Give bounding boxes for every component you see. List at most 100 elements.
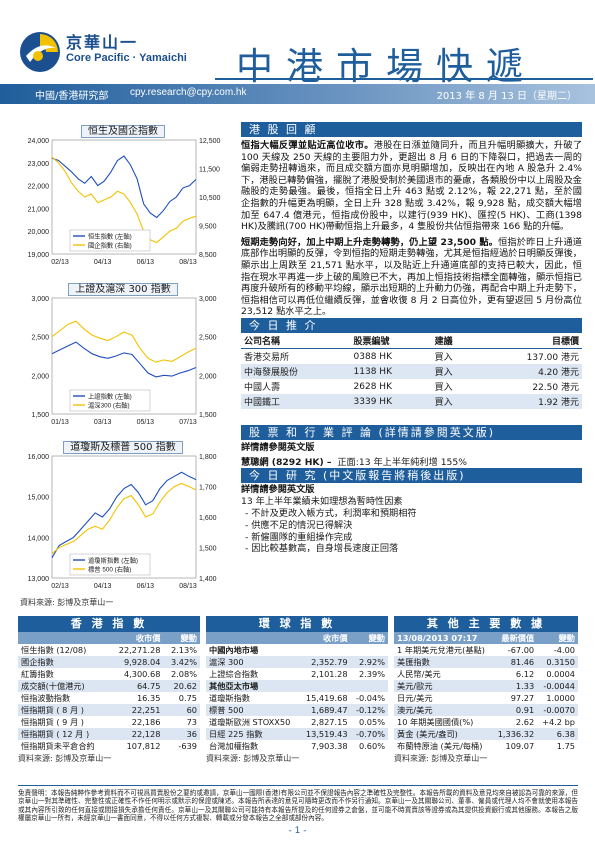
row-label: 道瓊斯指數 [209,693,250,703]
value-cell: 4,300.68 [123,669,161,679]
row-label: 1 年期美元兌港元(基點) [397,645,485,655]
y-tick-label-right: 1,800 [199,454,217,461]
change-cell: 2.13% [170,645,197,655]
change-cell [351,644,388,656]
hk-indices-table: 收市價 變動 恒生指數 (12/08) 22,271.28 2.13% 國企指數 9,9… [18,632,200,752]
x-tick-label: 06/13 [137,583,155,590]
rating: 買入 [434,383,453,393]
comments-section: 股 票 和 行 業 評 論 (詳情請參閱英文版) 詳情請參閱英文版 慧聰網 (8… [241,425,582,469]
y-tick-label-right: 1,400 [199,576,217,583]
change-cell: -4.00 [553,645,575,655]
table-row: 中國內地市場 [206,644,388,656]
series-line [51,482,197,555]
review-para2-headline: 短期走勢向好，加上中期上升走勢轉勢，仍上望 23,500 點。 [241,236,499,248]
row-label: 道瓊斯歐洲 STOXX50 [209,717,291,727]
row-label: 美元/歐元 [394,680,493,692]
table-row: 恒指波動指數 16.35 0.75 [18,692,200,704]
y-tick-label-right: 1,700 [199,485,217,492]
table-row: 上證綜合指數 2,101.28 2.39% [206,668,388,680]
change-cell: 0.3150 [537,656,578,668]
row-label: 黃金 (美元/盎司) [394,728,493,740]
table-row: 日元/美元 97.27 1.0000 [394,692,578,704]
research-bullet: - 不計及更改入帳方式，利潤率和預期相符 [245,508,417,519]
table-row: 道瓊斯指數 15,419.68 -0.04% [206,692,388,704]
chart-svg: 16,000 15,000 14,000 13,000 1,800 1,700 1,600 1… [28,454,217,590]
value-cell: 81.46 [492,656,538,668]
value-cell: 1,336.32 [492,728,538,740]
value-cell: 2,827.15 [311,717,348,727]
row-label: 標普 500 [206,704,300,716]
change-cell: 2.39% [358,669,385,679]
x-tick-label: 03/13 [94,419,112,426]
y-tick-label-left: 21,000 [28,206,50,213]
row-label: 人民幣/美元 [397,669,441,679]
value-cell: 2,352.79 [299,656,351,668]
value-cell: 97.27 [510,693,535,703]
y-tick-label-right: 2,500 [199,335,217,342]
y-tick-label-left: 14,000 [28,535,50,542]
legend-label: 滬深300 (右軸) [88,401,130,410]
y-tick-label-left: 15,000 [28,495,50,502]
comment-text: 正面:13 年上半年純利增 155% [337,457,467,468]
row-label: 美匯指數 [394,656,493,668]
comment-item: 慧聰網 (8292 HK) – 正面:13 年上半年純利增 155% [241,457,582,469]
change-cell: 1.0000 [546,693,575,703]
y-tick-label-left: 20,000 [28,229,50,236]
table-row: 紅籌指數 4,300.68 2.08% [18,668,200,680]
change-cell: -0.70% [350,728,388,740]
company-name-cn: 京華山一 [66,33,139,52]
company-name: 中海發展股份 [241,364,351,379]
chart-title: 道瓊斯及標普 500 指數 [63,441,183,454]
table-row: 人民幣/美元 6.12 0.0004 [394,668,578,680]
row-label: 10 年期美國國債(%) [397,717,474,727]
x-tick-label: 05/13 [137,419,155,426]
row-label: 其他亞太市場 [206,680,300,692]
legend-label: 恒生指數 (左軸) [88,232,132,241]
other-data-panel: 其 他 主 要 數 據 13/08/2013 07:17 最新價值 變動 1 年… [394,616,578,764]
row-label: 國企指數 [18,656,109,668]
value-cell: 22,186 [131,717,161,727]
table-row: 標普 500 1,689.47 -0.12% [206,704,388,716]
column-header: 收市價 [109,632,164,644]
table-row: 10 年期美國國債(%) 2.62 +4.2 bp [394,716,578,728]
panel-heading: 環 球 指 數 [206,616,388,632]
value-cell: 2.62 [515,717,535,727]
y-tick-label-left: 19,000 [28,252,50,259]
change-cell: 0.60% [358,741,385,751]
table-row: 香港交易所 0388 HK 買入 137.00 港元 [241,349,582,365]
legend-box [69,389,151,412]
legend-label: 上證指數 (左軸) [88,392,132,401]
review-para1-headline: 恒指大幅反彈並贴近高位收市。 [241,140,374,151]
x-tick-label: 08/13 [179,259,197,266]
rating: 買入 [431,364,476,379]
value-cell: 1.33 [492,680,538,692]
value-cell: -67.00 [507,645,535,655]
report-title: 中港市場快遞 [236,45,536,88]
table-source-note: 資料來源: 彭博及京華山一 [206,754,300,763]
table-row: 滬深 300 2,352.79 2.92% [206,656,388,668]
company-logo-icon [20,32,60,72]
comment-stock: 慧聰網 (8292 HK) – [241,457,332,468]
value-cell: 107,812 [126,741,161,751]
y-tick-label-right: 3,000 [199,296,217,303]
y-tick-label-left: 16,000 [28,454,50,461]
company-name: 香港交易所 [244,353,290,363]
value-cell: 22,271.28 [118,645,161,655]
hk-indices-panel: 香 港 指 數 收市價 變動 恒生指數 (12/08) 22,271.28 2.13… [18,616,200,764]
value-cell: 1,689.47 [299,704,351,716]
change-cell: 73 [186,717,197,727]
row-label: 中國內地市場 [209,645,259,655]
table-row: 美匯指數 81.46 0.3150 [394,656,578,668]
global-indices-panel: 環 球 指 數 收市價 變動 中國內地市場 滬深 300 2,352.79 2.92%… [206,616,388,764]
column-header: 最新價值 [492,632,538,644]
page-number: - 1 - [288,826,307,836]
research-email-link[interactable]: cpy.research@cpy.com.hk [130,87,247,98]
value-cell: 22,128 [109,728,164,740]
charts-source-note: 資料來源: 彭博及京華山一 [20,598,114,607]
y-tick-label-right: 10,500 [199,195,221,202]
table-row: 美元/歐元 1.33 -0.0044 [394,680,578,692]
legend-label: 標普 500 (右軸) [88,565,131,574]
y-tick-label-right: 1,600 [199,515,217,522]
row-label: 恒指期貨 ( 8 月 ) [18,704,109,716]
stock-code: 1138 HK [350,364,432,379]
